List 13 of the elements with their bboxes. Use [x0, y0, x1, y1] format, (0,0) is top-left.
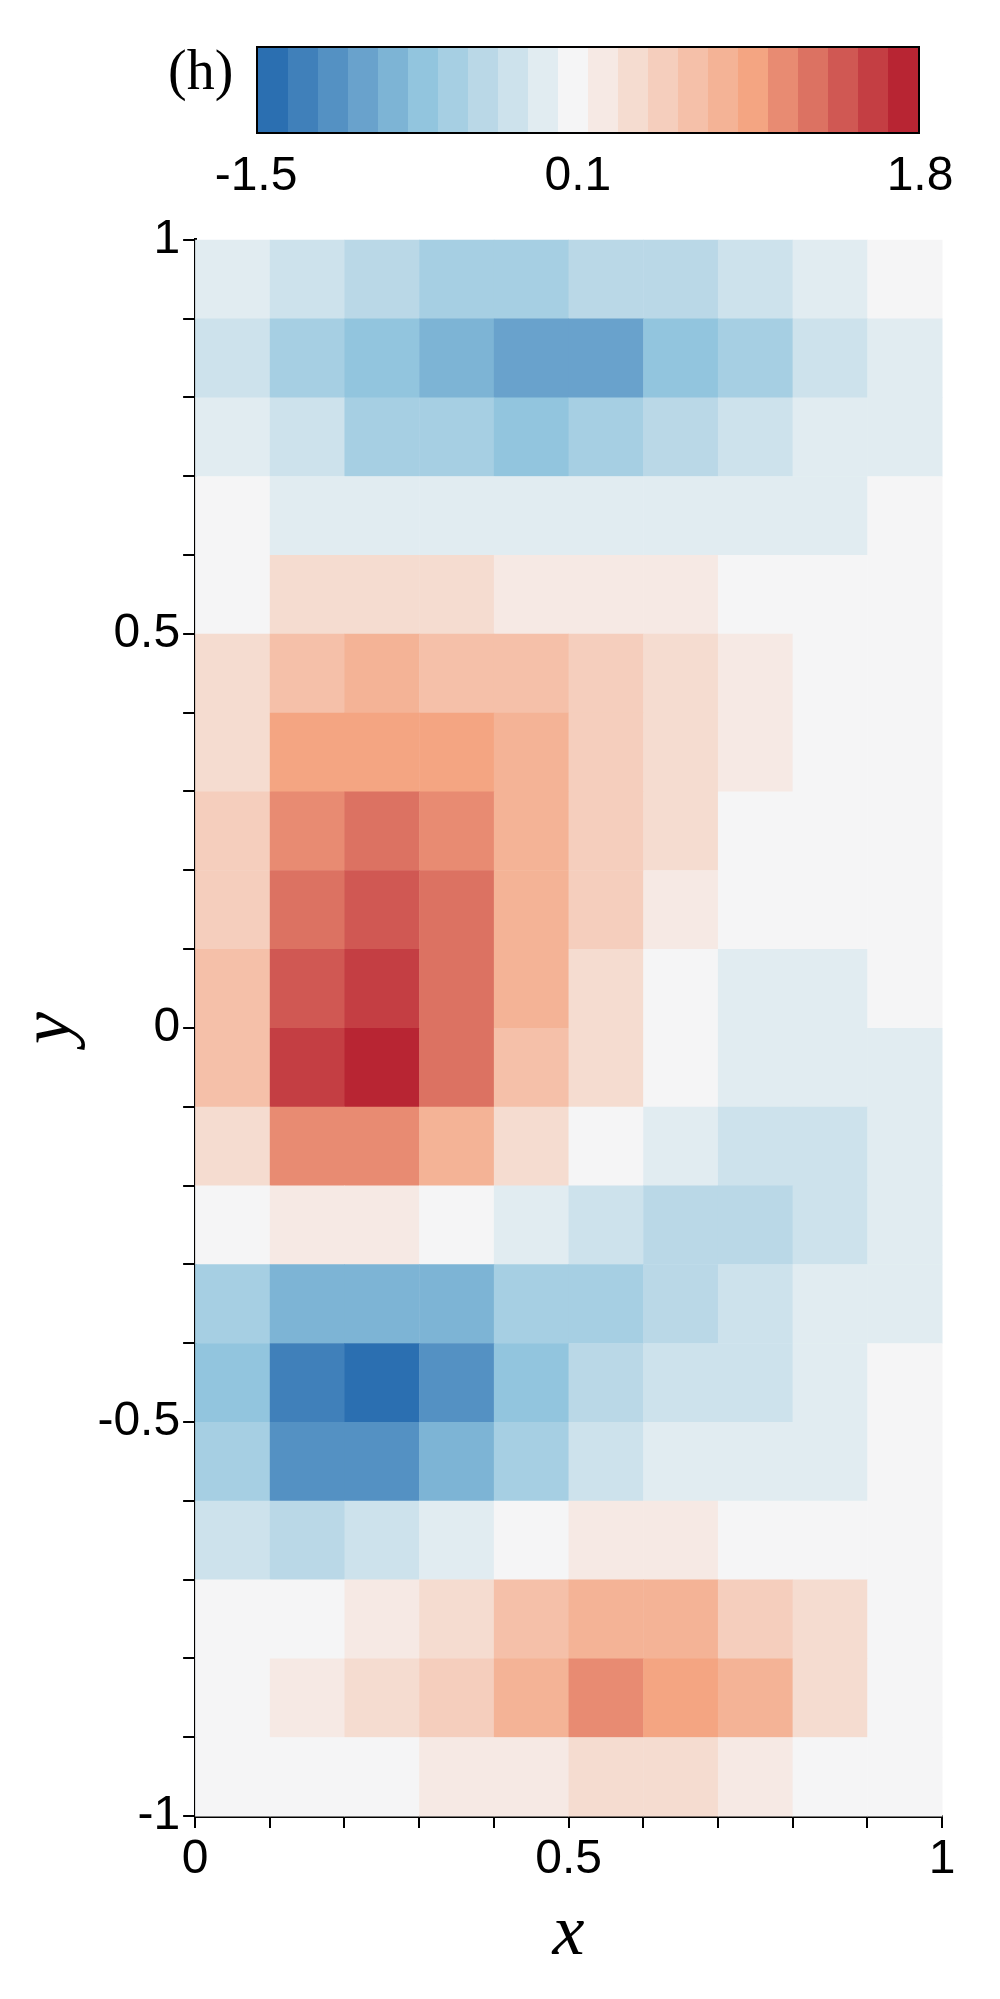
y-axis-title: y [6, 1011, 87, 1051]
x-axis-title: x [551, 1889, 585, 1970]
y-tick-label: -1 [137, 1786, 181, 1840]
text: (h) [168, 39, 234, 101]
x-tick-label: 1 [928, 1830, 956, 1884]
color-bar-label: 0.1 [544, 146, 612, 201]
y-tick-label: 0 [153, 998, 181, 1052]
x-tick-label: 0.5 [535, 1830, 602, 1884]
y-tick-label: -0.5 [97, 1392, 181, 1446]
y-tick-label: 0.5 [113, 604, 181, 658]
color-bar-label: -1.5 [214, 146, 298, 201]
color-bar-label: 1.8 [886, 146, 954, 201]
y-tick-label: 1 [153, 210, 181, 264]
